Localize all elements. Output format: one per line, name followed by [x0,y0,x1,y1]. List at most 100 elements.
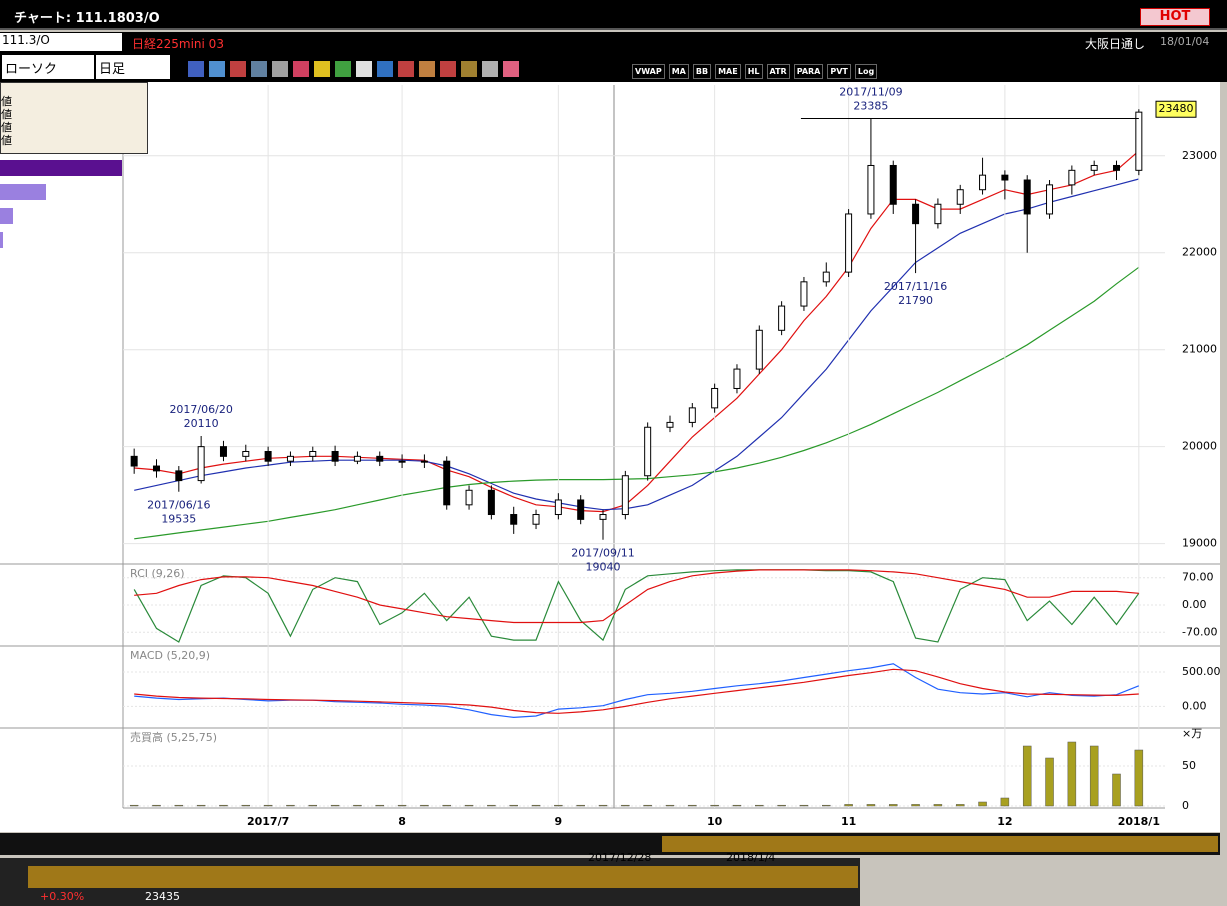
candle-body [822,271,830,283]
info-panel: 始値高値安値終値 [0,82,148,154]
volume-bar [263,804,273,807]
volume-bar [442,804,451,807]
volume-bar [353,804,362,807]
title-bar: チャート: 111.1803/O HOT [0,0,1227,30]
icon[interactable] [377,60,393,77]
icon[interactable] [440,60,456,77]
volume-bar [308,804,318,807]
volume-bar [933,804,943,807]
x-tick-label: 2018/1 [1118,815,1160,828]
volume-bar [531,804,541,807]
candle-body [1001,174,1009,181]
volume-bar [375,804,384,807]
candle-body [956,189,964,205]
icon[interactable] [335,60,351,77]
icon[interactable] [230,60,246,77]
annotation-date: 2017/06/20 [169,403,232,416]
volume-bar [1134,749,1144,807]
icon[interactable] [419,60,435,77]
candle-body [420,460,428,463]
volume-bar [286,804,295,807]
ma-line [134,668,1139,714]
x-tick-label: 12 [997,815,1012,828]
icon[interactable] [356,60,372,77]
x-tick-label: 10 [707,815,723,828]
session: 大阪日通し [1085,37,1146,51]
volume-bar [598,804,608,807]
candle-body [152,465,160,472]
annotation-value: 19535 [161,513,196,526]
volume-bar [621,804,630,807]
annotation-value: 23385 [853,99,888,112]
y-tick-label: 19000 [1182,537,1217,550]
y-tick-label: 22000 [1182,246,1217,259]
panel-title: RCI (9,26) [130,567,185,580]
y-tick-label: 500.00 [1182,665,1221,678]
candle-body [1113,164,1121,171]
ma-line [134,266,1140,540]
indicator-button[interactable]: HL [744,64,763,79]
candle-body [867,164,875,215]
indicator-button[interactable]: Log [854,64,878,79]
icon[interactable] [503,60,519,77]
ma-line [134,150,1140,513]
indicator-buttons: VWAP MA BB MAE HL ATR PARA PVT Log [632,59,881,79]
ma-line [134,178,1139,511]
indicator-button[interactable]: ATR [766,64,790,79]
side-bar [0,160,122,176]
candle-body [286,455,294,462]
window-title: チャート: 111.1803/O [14,11,160,26]
icon[interactable] [209,60,225,77]
volume-bar [420,804,429,807]
sub-window: 2017/12/28 2018/1/4 +0.30% 23435 [0,851,860,906]
candle-body [510,514,518,525]
candle-body [242,450,250,457]
icon[interactable] [251,60,267,77]
side-bar [0,208,13,224]
indicator-button[interactable]: PARA [793,64,824,79]
scroll-thumb[interactable] [662,836,1218,852]
indicator-button[interactable]: MA [668,64,689,79]
candle-body [934,203,942,225]
icon[interactable] [272,60,288,77]
candle-body [554,499,562,516]
footer-price: 23435 [145,890,180,903]
candle-body [800,281,808,307]
period-select[interactable]: 日足 [96,55,170,79]
hot-button[interactable]: HOT [1140,8,1210,26]
candle-body [443,460,451,506]
candle-body [599,514,607,520]
volume-bar [487,804,496,807]
candle-body [889,164,897,205]
icon[interactable] [461,60,477,77]
icon[interactable] [293,60,309,77]
candle-body [688,407,696,423]
chart-type-select[interactable]: ローソク [2,55,94,79]
icon[interactable] [482,60,498,77]
volume-bar [777,804,786,807]
candle-body [532,514,540,525]
y-tick-label: -70.00 [1182,625,1217,638]
candle-body [398,460,406,463]
volume-bar [152,804,161,807]
candle-body [376,455,384,462]
volume-bar [330,804,340,807]
icon[interactable] [398,60,414,77]
indicator-button[interactable]: BB [692,64,712,79]
indicator-button[interactable]: MAE [715,64,741,79]
volume-bar [710,804,719,807]
scroll-thumb[interactable] [28,866,858,888]
indicator-button[interactable]: PVT [827,64,851,79]
icon[interactable] [188,60,204,77]
instrument-name: 日経225mini 03 [132,37,224,51]
candle-body [219,446,227,457]
volume-bar [129,804,139,807]
code-box[interactable]: 111.3/O [0,33,122,51]
volume-bar [196,804,206,807]
indicator-button[interactable]: VWAP [632,64,665,79]
candle-body [979,174,987,191]
icon[interactable] [314,60,330,77]
date: 18/01/04 [1160,35,1210,48]
